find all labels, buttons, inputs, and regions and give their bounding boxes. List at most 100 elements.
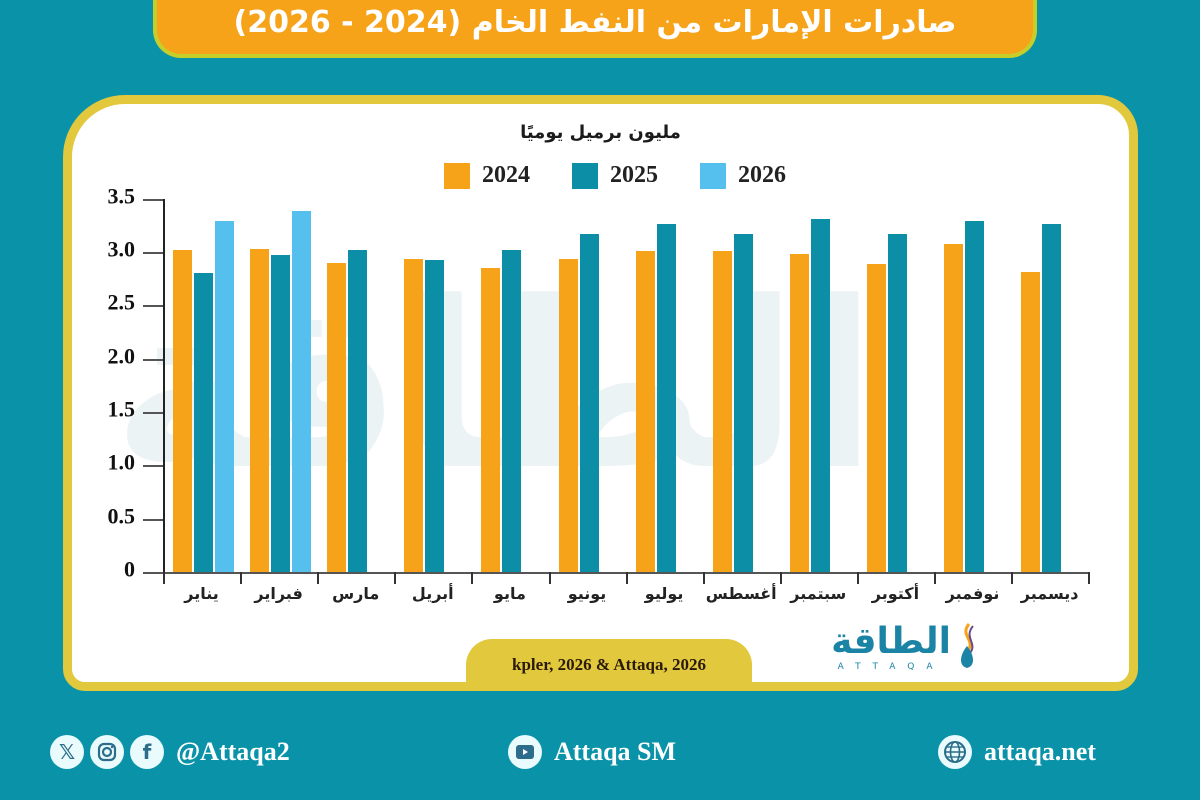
legend-label: 2025: [610, 162, 658, 188]
bar-2024: [481, 267, 501, 572]
bar-2024: [789, 254, 809, 572]
chart-title: صادرات الإمارات من النفط الخام (2024 - 2…: [233, 5, 957, 40]
youtube-icon: [508, 735, 542, 769]
x-tick-label: مايو: [493, 584, 526, 603]
bar-2024: [558, 259, 578, 572]
y-tick-label: 3.0: [107, 236, 136, 262]
y-tick-label: 2.0: [107, 342, 136, 368]
instagram-icon[interactable]: [90, 735, 124, 769]
globe-icon: [938, 735, 972, 769]
bar-2024: [635, 250, 655, 572]
x-tick-label: نوفمبر: [945, 584, 1000, 603]
y-tick-label: 3.5: [107, 182, 136, 208]
x-tick: [240, 572, 243, 584]
footer: 𝕏 f @Attaqa2 Attaqa SM attaqa.net: [0, 735, 1200, 779]
x-tick: [702, 572, 705, 584]
source-badge: kpler, 2026 & Attaqa, 2026: [466, 639, 752, 682]
y-tick: [143, 305, 163, 308]
y-tick-label: 2.5: [107, 289, 136, 315]
x-tick: [394, 572, 397, 584]
bar-2025: [425, 260, 445, 572]
legend-item-2026: 2026: [700, 162, 786, 189]
bar-2024: [250, 248, 270, 572]
plot-area: 0 0.5 1.0 1.5 2.0 2.5 3.0 3.5 يناير فبراير مارس أبر…: [72, 104, 1129, 682]
bar-2026: [215, 220, 234, 572]
x-tick: [548, 572, 551, 584]
bar-2025: [271, 255, 291, 572]
x-tick-label: يوليو: [644, 584, 684, 603]
bar-2025: [810, 218, 830, 572]
bar-2024: [404, 259, 424, 572]
bar-2025: [887, 233, 907, 572]
x-tick: [471, 572, 474, 584]
y-tick: [143, 411, 163, 414]
logo-arabic-text: الطاقة: [831, 621, 951, 662]
bar-2025: [502, 249, 522, 572]
y-tick-label: 1.5: [107, 396, 136, 422]
bar-2025: [579, 233, 599, 572]
legend-swatch: [444, 162, 470, 189]
social-links: 𝕏 f @Attaqa2: [50, 735, 290, 769]
legend-item-2024: 2024: [444, 162, 530, 189]
website-link[interactable]: attaqa.net: [938, 735, 1096, 769]
y-axis: [163, 198, 165, 572]
legend-label: 2026: [738, 162, 786, 188]
y-tick: [143, 198, 163, 201]
bar-2024: [1021, 272, 1041, 572]
x-tick: [163, 572, 165, 584]
x-tick-label: سبتمبر: [790, 584, 847, 603]
y-tick: [143, 251, 163, 254]
attaqa-logo: الطاقة ATTAQA: [831, 622, 979, 672]
source-text: kpler, 2026 & Attaqa, 2026: [512, 655, 706, 674]
facebook-icon[interactable]: f: [130, 735, 164, 769]
social-handle[interactable]: @Attaqa2: [176, 737, 290, 766]
x-tick-label: يناير: [184, 584, 219, 603]
x-tick: [317, 572, 320, 584]
legend-swatch: [572, 162, 598, 189]
legend: 2024 2025 2026: [444, 162, 786, 189]
logo-latin-text: ATTAQA: [837, 662, 945, 672]
y-tick: [143, 518, 163, 521]
x-tick: [779, 572, 782, 584]
x-tick: [934, 572, 936, 584]
bar-2024: [173, 249, 192, 572]
bar-2024: [327, 262, 347, 572]
x-tick-label: يونيو: [567, 584, 607, 603]
bar-2025: [348, 249, 368, 572]
x-tick-label: أكتوبر: [871, 584, 920, 603]
legend-swatch: [700, 162, 726, 189]
bar-2024: [866, 263, 886, 572]
x-tick: [856, 572, 859, 584]
bar-2026: [292, 211, 312, 572]
bar-2025: [194, 273, 213, 572]
x-tick: [625, 572, 628, 584]
bar-2025: [656, 224, 676, 572]
flame-drop-icon: [961, 623, 974, 668]
y-axis-unit-label: مليون برميل يوميًا: [520, 122, 681, 143]
y-tick: [143, 465, 163, 468]
bar-2025: [965, 220, 984, 572]
y-tick-label: 0.5: [107, 503, 136, 529]
legend-label: 2024: [482, 162, 530, 188]
x-tick-label: أبريل: [411, 584, 454, 603]
y-tick-label: 1.0: [107, 449, 136, 475]
y-tick-label: 0: [124, 556, 135, 582]
x-tick-label: أغسطس: [705, 584, 777, 603]
bar-2024: [712, 250, 732, 572]
bar-2024: [944, 244, 963, 572]
x-icon[interactable]: 𝕏: [50, 735, 84, 769]
bar-2025: [733, 233, 753, 572]
website-url: attaqa.net: [984, 737, 1096, 766]
x-tick-label: ديسمبر: [1020, 584, 1079, 603]
legend-item-2025: 2025: [572, 162, 658, 189]
youtube-link[interactable]: Attaqa SM: [508, 735, 676, 769]
y-tick: [143, 572, 163, 574]
x-tick: [1011, 572, 1014, 584]
x-tick-label: مارس: [332, 584, 380, 603]
y-tick: [143, 358, 163, 361]
x-tick-label: فبراير: [254, 584, 303, 603]
youtube-channel: Attaqa SM: [554, 737, 677, 766]
x-axis: [163, 572, 1088, 574]
bar-2025: [1042, 224, 1062, 572]
x-tick: [1088, 572, 1091, 584]
